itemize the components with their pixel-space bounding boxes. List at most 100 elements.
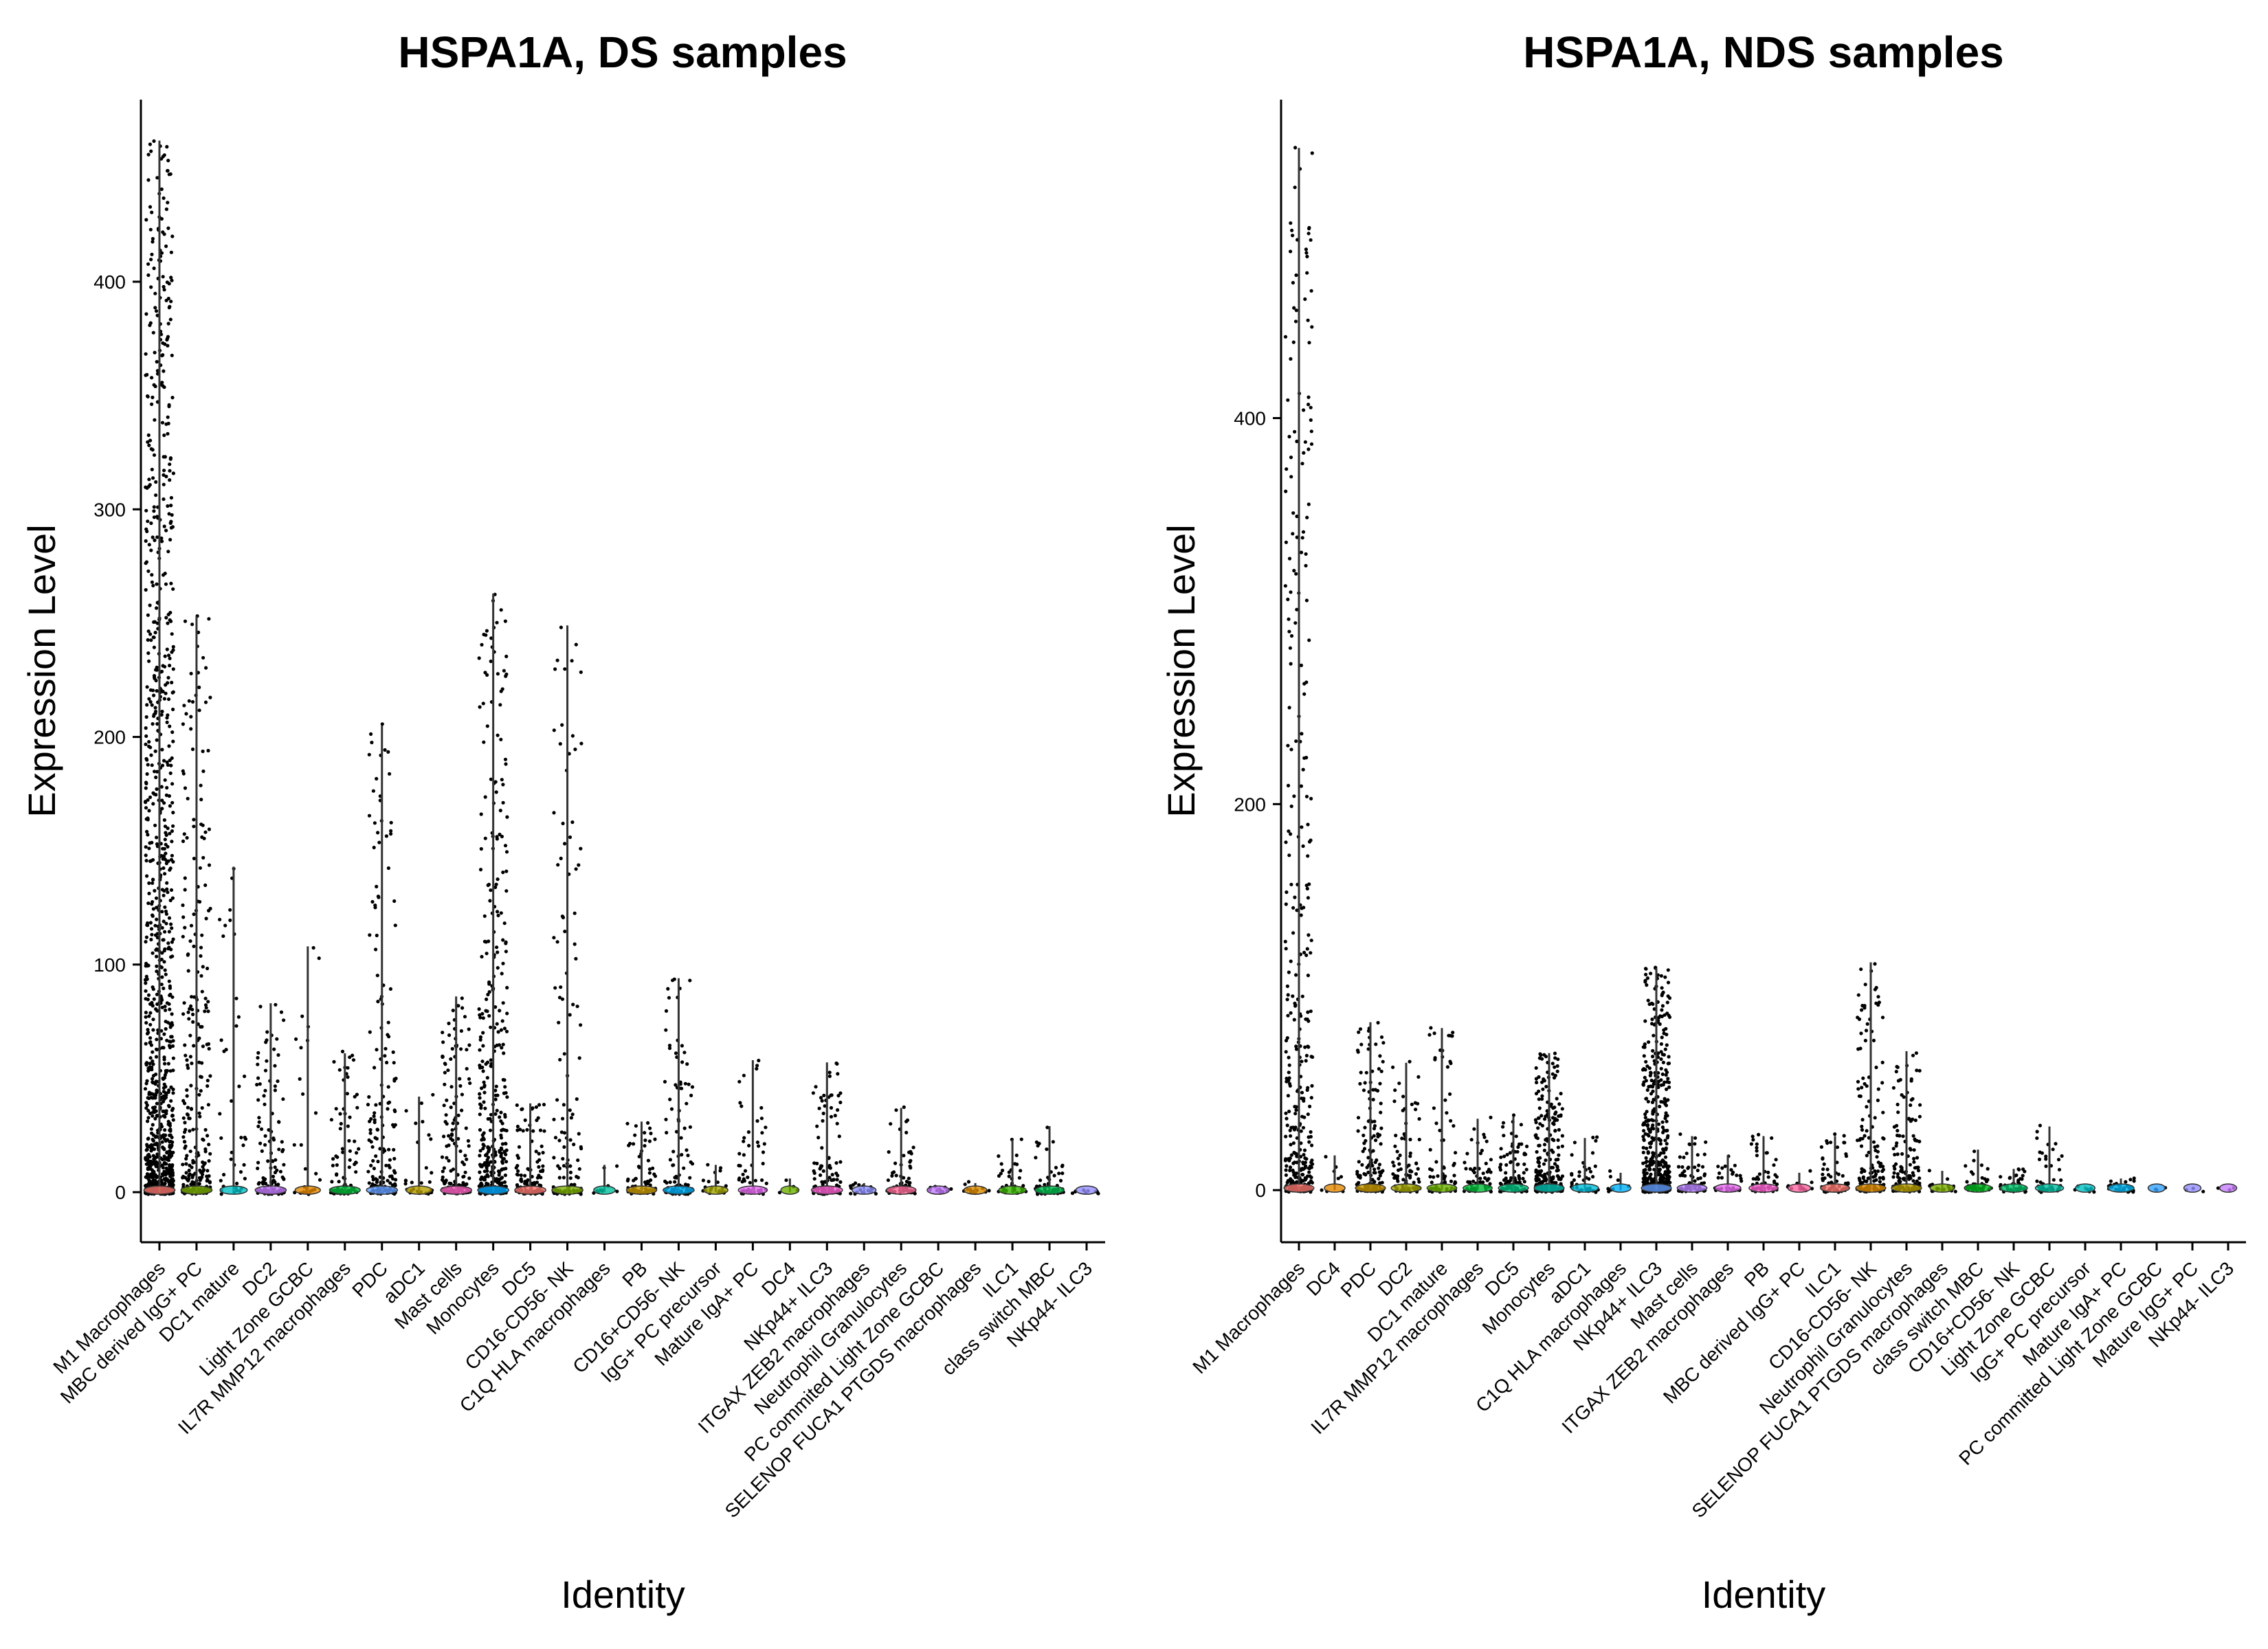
data-point xyxy=(1499,1163,1503,1167)
data-point xyxy=(834,1161,838,1165)
data-point xyxy=(171,587,175,591)
data-point xyxy=(335,1173,339,1177)
data-point xyxy=(552,811,556,815)
data-point xyxy=(377,840,381,844)
data-point xyxy=(373,821,377,825)
data-point xyxy=(166,550,170,554)
violin-body xyxy=(852,1185,877,1195)
data-point xyxy=(570,1112,575,1117)
data-point xyxy=(186,1178,190,1182)
data-point xyxy=(160,381,164,385)
data-point xyxy=(561,1117,565,1121)
data-point xyxy=(205,1174,209,1178)
data-point xyxy=(148,745,153,750)
data-point xyxy=(387,1163,391,1167)
data-point xyxy=(201,1138,205,1142)
data-point xyxy=(190,747,195,752)
data-point xyxy=(464,1126,468,1130)
data-point xyxy=(441,1040,445,1044)
data-point xyxy=(168,317,173,322)
data-point xyxy=(160,420,165,425)
data-point xyxy=(481,702,485,706)
data-point xyxy=(1358,1174,1362,1178)
data-point xyxy=(1666,1098,1670,1102)
data-point xyxy=(372,1167,377,1171)
data-point xyxy=(161,846,165,851)
data-point xyxy=(171,1106,175,1111)
data-point xyxy=(171,1091,175,1095)
data-point xyxy=(1291,511,1296,515)
data-point xyxy=(764,1125,768,1130)
data-point xyxy=(185,1154,189,1158)
data-point xyxy=(201,749,205,754)
data-point xyxy=(169,1099,173,1103)
data-point xyxy=(667,1044,672,1048)
data-point xyxy=(388,1174,392,1178)
data-point xyxy=(1374,1042,1378,1046)
data-point xyxy=(427,1180,432,1184)
data-point xyxy=(552,1156,556,1160)
data-point xyxy=(1357,1030,1361,1034)
data-point xyxy=(222,1173,226,1177)
data-point xyxy=(144,218,148,222)
data-point xyxy=(146,629,151,633)
data-point xyxy=(190,995,194,999)
data-point xyxy=(1309,405,1313,410)
data-point xyxy=(1433,1057,1437,1062)
data-point xyxy=(1505,1152,1509,1157)
data-point xyxy=(525,1128,529,1132)
y-tick-label: 0 xyxy=(115,1182,126,1203)
data-point xyxy=(1448,1092,1452,1096)
data-point xyxy=(465,1182,469,1186)
data-point xyxy=(515,1154,520,1158)
data-point xyxy=(831,1178,835,1182)
data-point xyxy=(501,1128,505,1132)
data-point xyxy=(1553,1056,1557,1060)
data-point xyxy=(467,1176,471,1180)
data-point xyxy=(190,1062,194,1066)
data-point xyxy=(674,1130,679,1134)
data-point xyxy=(458,1149,463,1154)
data-point xyxy=(999,1162,1003,1166)
data-point xyxy=(1060,1164,1065,1169)
data-point xyxy=(446,1068,450,1073)
data-point xyxy=(827,1070,832,1075)
data-point xyxy=(501,783,505,787)
data-point xyxy=(155,992,159,996)
data-point xyxy=(1577,1174,1581,1178)
data-point xyxy=(155,835,159,840)
data-point xyxy=(441,1169,445,1174)
data-point xyxy=(481,1069,485,1073)
data-point xyxy=(346,1075,350,1079)
data-point xyxy=(688,1176,692,1180)
data-point xyxy=(169,250,173,254)
data-point xyxy=(452,1101,456,1106)
data-point xyxy=(909,1152,913,1156)
data-point xyxy=(331,1163,335,1167)
data-point xyxy=(1289,1134,1293,1138)
data-point xyxy=(1300,1059,1304,1064)
data-point xyxy=(161,938,165,942)
data-point xyxy=(504,1142,508,1146)
data-point xyxy=(496,950,500,954)
data-point xyxy=(502,1180,507,1185)
data-point xyxy=(501,961,505,965)
data-point xyxy=(1391,1065,1395,1069)
data-point xyxy=(1539,1114,1544,1118)
data-point xyxy=(346,1066,350,1070)
data-point xyxy=(203,830,208,834)
data-point xyxy=(164,616,168,620)
violin-body xyxy=(998,1185,1027,1195)
data-point xyxy=(445,1156,449,1160)
data-point xyxy=(449,1057,453,1061)
data-point xyxy=(383,1046,388,1051)
data-point xyxy=(271,1178,276,1182)
data-point xyxy=(162,1095,166,1099)
data-point xyxy=(1557,1177,1561,1181)
data-point xyxy=(460,1160,465,1165)
data-point xyxy=(256,1055,260,1060)
data-point xyxy=(148,1143,153,1148)
data-point xyxy=(531,1182,535,1187)
data-point xyxy=(1307,502,1311,506)
data-point xyxy=(164,1166,168,1170)
